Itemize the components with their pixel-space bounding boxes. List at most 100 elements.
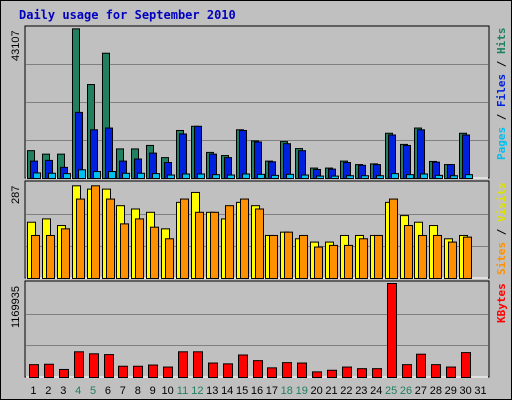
files-bar	[75, 111, 83, 179]
day-tick-label: 26	[400, 385, 412, 397]
legend-part: Hits	[495, 27, 508, 55]
day-tick-label: 3	[60, 385, 66, 397]
kbytes-bar	[461, 352, 471, 378]
legend-part: Files	[495, 73, 508, 107]
pages-bar	[108, 171, 116, 179]
pages-bar	[63, 173, 71, 180]
day-tick-label: 27	[415, 385, 427, 397]
kbytes-bar	[297, 362, 307, 379]
day-tick-label: 16	[251, 385, 263, 397]
kbytes-bar	[372, 368, 382, 378]
day-tick-label: 19	[296, 385, 308, 397]
day-tick-label: 1	[30, 385, 36, 397]
day-tick-label: 13	[206, 385, 218, 397]
files-bar	[388, 134, 396, 179]
day-tick-label: 25	[385, 385, 397, 397]
day-tick-label: 9	[150, 385, 156, 397]
kbytes-bar	[89, 353, 99, 378]
pages-bar	[212, 174, 220, 180]
pages-bar	[182, 173, 190, 180]
sites-bar	[76, 198, 85, 280]
pages-bar	[167, 174, 175, 180]
sites-bar	[210, 211, 219, 279]
sites-bar	[389, 198, 398, 280]
pages-bar	[435, 174, 443, 179]
day-tick-label: 18	[281, 385, 293, 397]
sites-bar	[314, 246, 323, 279]
kbytes-bar	[104, 354, 114, 378]
pages-bar	[346, 175, 354, 180]
sites-bar	[344, 244, 353, 279]
day-tick-label: 29	[445, 385, 457, 397]
kbytes-bar	[163, 366, 173, 378]
day-tick-label: 21	[325, 385, 337, 397]
kbytes-bar	[387, 283, 397, 378]
series-legend-label: Sites / Visits	[495, 183, 508, 276]
kbytes-bar	[416, 353, 426, 378]
day-tick-label: 17	[266, 385, 278, 397]
day-tick-label: 23	[355, 385, 367, 397]
sites-bar	[91, 185, 100, 280]
day-tick-label: 31	[474, 385, 486, 397]
pages-bar	[406, 174, 414, 180]
kbytes-bar	[133, 365, 143, 379]
sites-bar	[463, 236, 472, 279]
sites-bar	[448, 241, 457, 279]
day-tick-label: 6	[105, 385, 111, 397]
files-bar	[239, 129, 247, 179]
day-tick-label: 24	[370, 385, 382, 397]
kbytes-bar	[178, 351, 188, 379]
day-tick-label: 22	[340, 385, 352, 397]
pages-bar	[93, 171, 101, 179]
files-bar	[462, 134, 470, 179]
pages-bar	[420, 173, 428, 180]
pages-bar	[227, 174, 235, 180]
kbytes-bar	[148, 364, 158, 379]
pages-bar	[465, 174, 473, 180]
kbytes-bar	[267, 367, 277, 378]
pages-bar	[301, 174, 309, 180]
sites-bar	[240, 198, 249, 280]
pages-bar	[33, 172, 41, 180]
kbytes-bar	[446, 366, 456, 378]
sites-bar	[135, 218, 144, 280]
day-tick-label: 4	[75, 385, 81, 397]
kbytes-bar	[118, 365, 128, 379]
series-legend-label: KBytes	[495, 283, 508, 323]
files-bar	[194, 125, 202, 179]
kbytes-bar	[208, 362, 218, 379]
files-bar	[417, 129, 425, 179]
kbytes-bar	[402, 364, 412, 379]
sites-bar	[180, 198, 189, 280]
day-tick-label: 10	[161, 385, 173, 397]
sites-bar	[195, 211, 204, 279]
pages-bar	[271, 174, 279, 179]
files-bar	[254, 141, 262, 180]
sites-bar	[106, 198, 115, 280]
sites-bar	[255, 208, 264, 279]
kbytes-bar	[29, 364, 39, 379]
sites-bar	[31, 234, 40, 280]
kbytes-bar	[193, 351, 203, 379]
sites-bar	[120, 223, 129, 279]
day-tick-label: 20	[310, 385, 322, 397]
sites-bar	[299, 234, 308, 280]
sites-bar	[404, 225, 413, 280]
sites-bar	[284, 231, 293, 280]
day-tick-label: 5	[90, 385, 96, 397]
pages-bar	[391, 173, 399, 180]
day-tick-label: 11	[177, 385, 188, 397]
legend-part: Sites	[495, 242, 508, 276]
sites-bar	[329, 244, 338, 279]
day-tick-label: 2	[45, 385, 51, 397]
kbytes-bar	[357, 368, 367, 378]
pages-bar	[450, 175, 458, 180]
day-tick-label: 7	[120, 385, 126, 397]
kbytes-bar	[312, 371, 322, 379]
day-tick-label: 28	[430, 385, 442, 397]
pages-bar	[122, 172, 130, 179]
day-tick-label: 15	[236, 385, 248, 397]
pages-bar	[376, 175, 384, 180]
pages-bar	[197, 173, 205, 180]
